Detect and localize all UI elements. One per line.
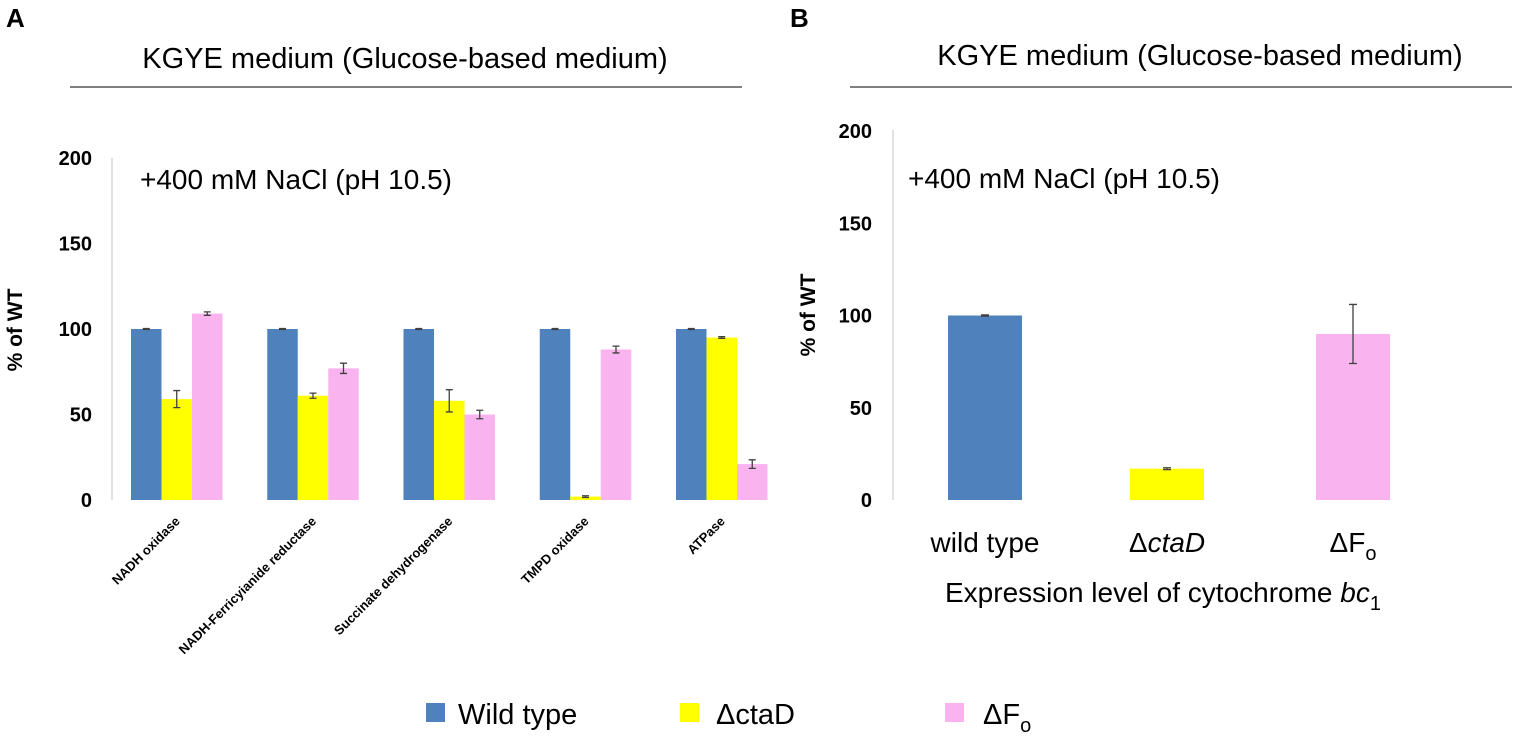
bar-fo-atpase bbox=[737, 464, 768, 500]
error-bar-ctad-nadh-oxidase bbox=[173, 389, 181, 409]
error-bar-ctad-tmpd-oxidase bbox=[582, 495, 589, 499]
bar-wild-type-nadh-oxidase bbox=[131, 329, 162, 500]
bar-wild-type-tmpd-oxidase bbox=[539, 329, 571, 500]
error-bar-wild-type-nadh-ferricyianide-reductase bbox=[279, 327, 286, 331]
error-bar-wild-type-tmpd-oxidase bbox=[551, 327, 559, 331]
panel-b: B KGYE medium (Glucose-based medium) +40… bbox=[790, 3, 1512, 615]
bar-fo-succinate-dehydrogenase bbox=[464, 414, 495, 500]
error-bar-fo-nadh-oxidase bbox=[203, 311, 211, 316]
panel-a-category-label: NADH oxidase bbox=[109, 514, 183, 588]
error-bar-wild-type-nadh-oxidase bbox=[142, 327, 150, 331]
panel-b-x-axis-label-text: Expression level of cytochrome bbox=[945, 577, 1340, 608]
bar-ctad bbox=[1130, 468, 1204, 500]
legend-label-wild-type: Wild type bbox=[458, 699, 577, 731]
error-bar-fo-tmpd-oxidase bbox=[612, 345, 620, 354]
panel-a-y-axis-label: % of WT bbox=[4, 288, 27, 371]
panel-b-category-label-text: wild type bbox=[930, 527, 1040, 558]
legend-swatch-ctad bbox=[680, 703, 699, 722]
bar-wild-type-nadh-ferricyianide-reductase bbox=[267, 329, 298, 500]
panel-a-category-label: Succinate dehydrogenase bbox=[331, 514, 456, 639]
panel-a-y-tick-label: 50 bbox=[70, 405, 92, 427]
bar-wild-type-succinate-dehydrogenase bbox=[403, 329, 434, 500]
panel-a-category-label: NADH-Ferricyianide reductase bbox=[176, 514, 319, 657]
error-bar-ctad bbox=[1163, 467, 1171, 471]
panel-b-bars bbox=[948, 303, 1390, 500]
panel-a: A KGYE medium (Glucose-based medium) +40… bbox=[4, 3, 768, 657]
panel-b-y-tick-label: 50 bbox=[850, 398, 872, 420]
panel-b-category-label: ΔFo bbox=[1330, 527, 1377, 565]
panel-a-category-label: ATPase bbox=[684, 514, 728, 558]
error-bar-ctad-succinate-dehydrogenase bbox=[445, 389, 453, 413]
error-bar-fo-atpase bbox=[748, 459, 756, 470]
legend-swatch-fo bbox=[945, 703, 964, 722]
bar-ctad-nadh-oxidase bbox=[161, 399, 192, 500]
panel-b-x-axis-label: Expression level of cytochrome bc1 bbox=[945, 577, 1381, 615]
bar-fo-tmpd-oxidase bbox=[600, 349, 632, 500]
panel-a-y-tick-label: 100 bbox=[59, 319, 92, 341]
panel-b-y-ticks: 0 50 100 150 200 bbox=[839, 121, 872, 512]
error-bar-ctad-atpase bbox=[718, 336, 726, 340]
error-bar-fo-nadh-ferricyianide-reductase bbox=[340, 362, 347, 375]
bar-wild-type bbox=[948, 315, 1022, 500]
panel-a-title: KGYE medium (Glucose-based medium) bbox=[142, 43, 667, 75]
panel-a-letter: A bbox=[6, 3, 25, 33]
panel-b-category-label: wild type bbox=[930, 527, 1040, 558]
error-bar-wild-type bbox=[981, 314, 989, 317]
panel-a-y-tick-label: 200 bbox=[59, 148, 92, 170]
panel-a-y-tick-label: 0 bbox=[81, 490, 92, 512]
panel-b-category-label-subscript: o bbox=[1365, 543, 1376, 565]
panel-a-y-tick-label: 150 bbox=[59, 234, 92, 256]
legend-label-ctad: ΔctaD bbox=[716, 699, 795, 731]
bar-ctad-succinate-dehydrogenase bbox=[434, 400, 465, 500]
error-bar-fo bbox=[1349, 303, 1357, 365]
panel-b-category-label-text: Δ bbox=[1129, 527, 1148, 558]
panel-b-x-axis-label-subscript: 1 bbox=[1370, 593, 1381, 615]
error-bar-wild-type-succinate-dehydrogenase bbox=[415, 327, 423, 331]
legend-swatch-wild-type bbox=[426, 703, 445, 722]
panel-b-category-label-italic: ctaD bbox=[1148, 527, 1206, 558]
panel-b-y-tick-label: 0 bbox=[861, 490, 872, 512]
bar-ctad-nadh-ferricyianide-reductase bbox=[297, 395, 329, 500]
panel-a-category-label: TMPD oxidase bbox=[518, 514, 591, 587]
error-bar-fo-succinate-dehydrogenase bbox=[476, 409, 484, 420]
error-bar-wild-type-atpase bbox=[687, 327, 695, 331]
bar-fo-nadh-ferricyianide-reductase bbox=[328, 368, 359, 500]
panel-b-category-label-text: ΔF bbox=[1330, 527, 1366, 558]
panel-b-condition: +400 mM NaCl (pH 10.5) bbox=[908, 163, 1220, 194]
panel-b-y-tick-label: 150 bbox=[839, 213, 872, 235]
panel-b-category-labels: wild type ΔctaD ΔFo bbox=[930, 527, 1377, 565]
panel-b-y-tick-label: 100 bbox=[839, 306, 872, 328]
error-bar-ctad-nadh-ferricyianide-reductase bbox=[309, 392, 317, 399]
panel-b-letter: B bbox=[790, 3, 809, 33]
panel-a-bars bbox=[131, 311, 768, 500]
panel-a-condition: +400 mM NaCl (pH 10.5) bbox=[140, 164, 452, 195]
bar-wild-type-atpase bbox=[676, 329, 707, 500]
panel-b-title: KGYE medium (Glucose-based medium) bbox=[937, 40, 1462, 72]
legend-label-fo: ΔFo bbox=[983, 699, 1031, 737]
panel-b-category-label: ΔctaD bbox=[1129, 527, 1205, 558]
panel-a-y-ticks: 0 50 100 150 200 bbox=[59, 148, 92, 512]
panel-b-y-axis-label: % of WT bbox=[797, 273, 820, 356]
bar-ctad-atpase bbox=[706, 337, 737, 500]
legend: Wild type ΔctaD ΔFo bbox=[426, 699, 1031, 737]
legend-label-fo-subscript: o bbox=[1020, 715, 1031, 737]
panel-b-x-axis-label-italic: bc bbox=[1340, 577, 1370, 608]
bar-fo-nadh-oxidase bbox=[192, 313, 223, 500]
legend-label-fo-text: ΔF bbox=[983, 699, 1020, 731]
panel-b-y-tick-label: 200 bbox=[839, 121, 872, 143]
bar-ctad-tmpd-oxidase bbox=[570, 496, 601, 500]
